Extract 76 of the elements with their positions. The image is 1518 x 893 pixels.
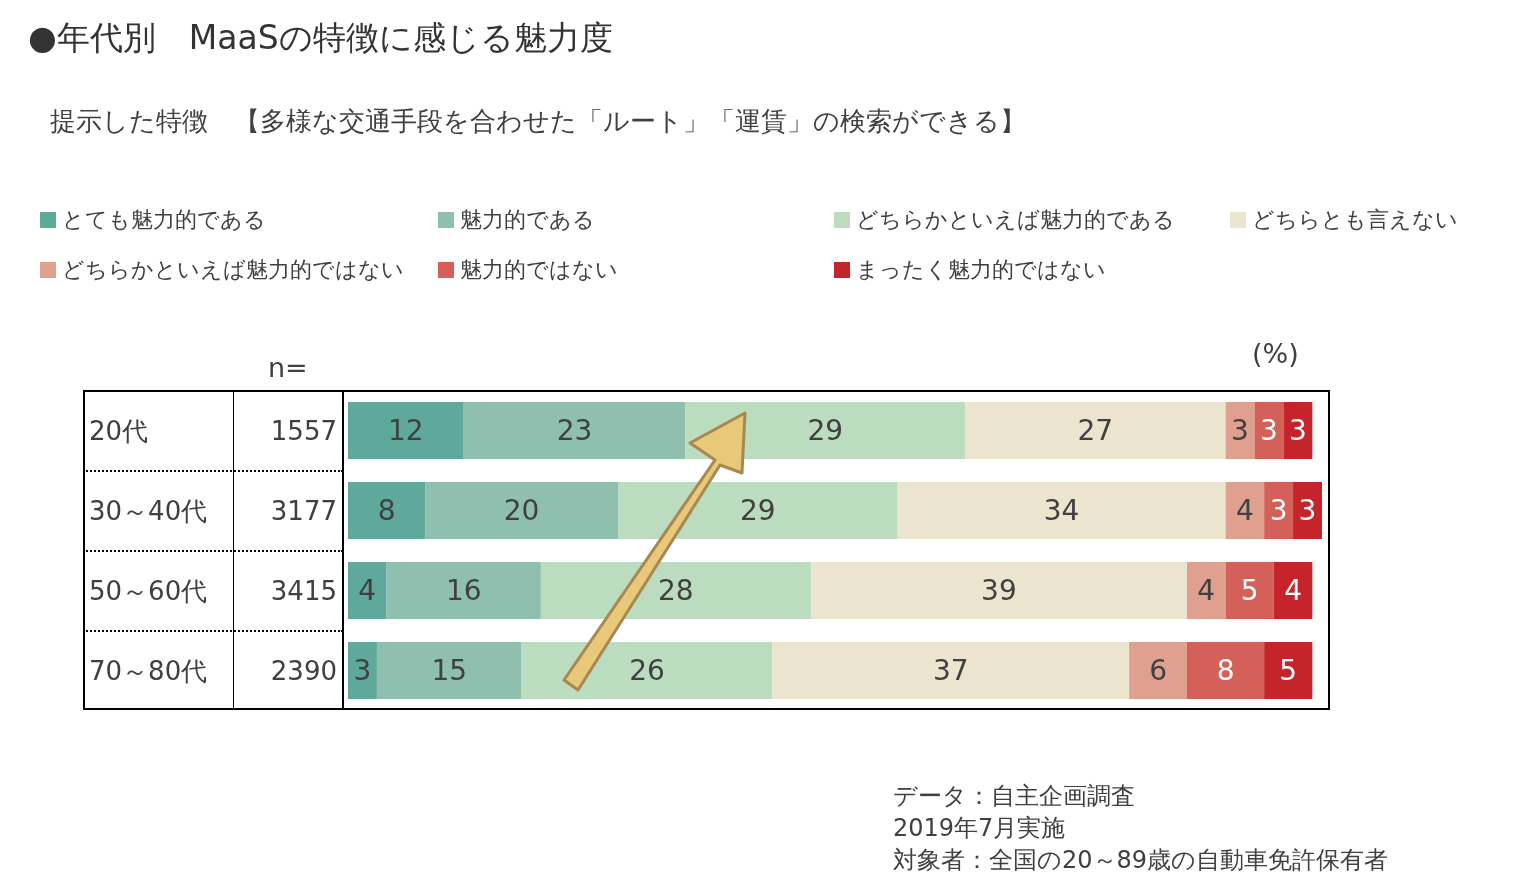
data-label: 28 [658, 574, 694, 608]
bar [348, 642, 377, 699]
text: 3415 [270, 576, 337, 606]
data-label: 15 [431, 654, 468, 688]
data-label: 29 [740, 494, 776, 528]
y-tick-label: 50～60代 [89, 576, 208, 606]
data-label: 34 [1043, 494, 1080, 528]
data-label: 3 [1260, 414, 1278, 448]
data-label: 6 [1149, 654, 1167, 688]
bar [348, 482, 426, 539]
data-label: 3 [1288, 414, 1307, 448]
data-label: 4 [1235, 494, 1254, 528]
bar [1225, 562, 1274, 619]
text: 3177 [270, 496, 337, 526]
text: n= [268, 352, 308, 383]
bar [463, 402, 686, 459]
data-label: 5 [1279, 654, 1298, 688]
text: 2390 [270, 656, 337, 686]
data-label: 3 [1231, 414, 1249, 448]
bar [618, 482, 898, 539]
data-label: 4 [358, 574, 377, 608]
bar [1264, 642, 1313, 699]
bar [540, 562, 811, 619]
text: (%) [1252, 338, 1299, 369]
chart-title: ●年代別 MaaSの特徴に感じる魅力度 [28, 17, 613, 59]
data-label: 8 [1216, 654, 1235, 688]
data-label: 39 [981, 574, 1017, 608]
legend-label: 魅力的ではない [459, 256, 619, 284]
text: 2019年7月実施 [893, 813, 1067, 844]
data-label: 37 [932, 654, 969, 688]
bar [1129, 642, 1187, 699]
bar [1186, 642, 1265, 699]
data-label: 26 [629, 654, 665, 688]
y-tick-label: 20代 [89, 416, 149, 446]
bar [1254, 402, 1284, 459]
legend-label: どちらかといえば魅力的ではない [61, 256, 405, 284]
bar [1264, 482, 1294, 539]
legend-label: まったく魅力的ではない [855, 256, 1107, 284]
bar [1225, 482, 1265, 539]
bar [810, 562, 1187, 619]
data-label: 23 [556, 414, 593, 448]
text: 1557 [270, 416, 337, 446]
bar [521, 642, 773, 699]
y-tick-label: 30～40代 [89, 496, 208, 526]
bar [897, 482, 1226, 539]
data-label: 16 [445, 574, 482, 608]
data-label: 4 [1197, 574, 1216, 608]
data-label: 5 [1240, 574, 1259, 608]
bar [1293, 482, 1322, 539]
data-label: 20 [503, 494, 540, 528]
bar [965, 402, 1226, 459]
bar [386, 562, 541, 619]
bar [348, 402, 464, 459]
bar [1283, 402, 1313, 459]
bar [772, 642, 1130, 699]
bar [376, 642, 522, 699]
text: データ：自主企画調査 [893, 781, 1136, 812]
data-label: 8 [377, 494, 396, 528]
legend-label: どちらとも言えない [1251, 206, 1459, 234]
y-tick-label: 70～80代 [89, 656, 208, 686]
bar [1273, 562, 1313, 619]
legend-label: 魅力的である [459, 206, 596, 234]
bar [348, 562, 387, 619]
bar [1186, 562, 1226, 619]
data-label: 3 [1269, 494, 1288, 528]
chart-subtitle: 提示した特徴 【多様な交通手段を合わせた「ルート」「運賃」の検索ができる】 [50, 105, 1026, 138]
data-label: 3 [1298, 494, 1317, 528]
legend-label: どちらかといえば魅力的である [855, 206, 1176, 234]
data-label: 4 [1284, 574, 1302, 608]
bar [425, 482, 619, 539]
legend-label: とても魅力的である [61, 206, 267, 234]
data-label: 12 [388, 414, 424, 448]
data-label: 29 [807, 414, 844, 448]
data-label: 3 [353, 654, 372, 688]
data-label: 27 [1077, 414, 1114, 448]
text: 対象者：全国の20～89歳の自動車免許保有者 [893, 845, 1389, 876]
